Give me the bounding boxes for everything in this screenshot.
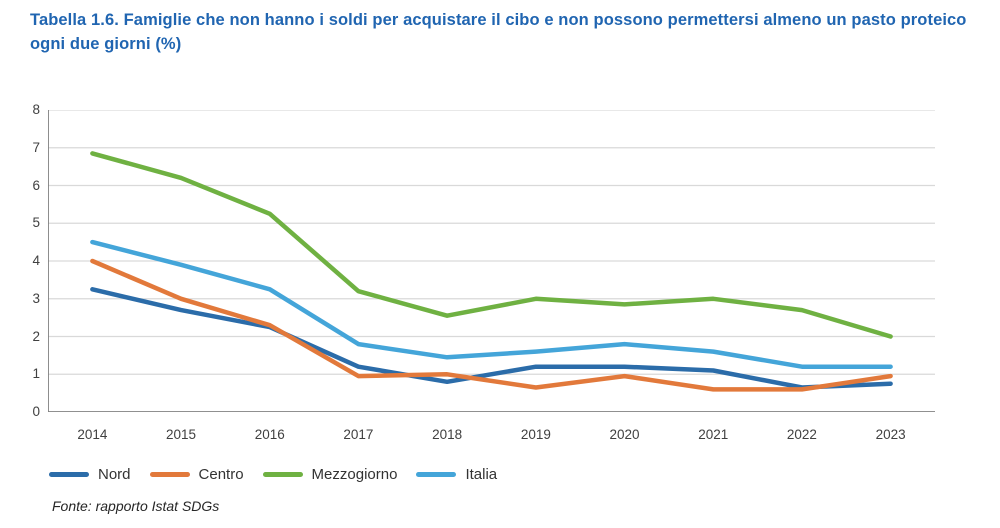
y-tick-label: 6: [32, 177, 40, 193]
y-tick-label: 2: [32, 328, 40, 344]
series-line-italia: [90, 239, 893, 369]
source-note: Fonte: rapporto Istat SDGs: [52, 498, 220, 514]
x-tick-label: 2023: [875, 427, 906, 442]
x-tick-label: 2014: [77, 427, 108, 442]
legend-label: Italia: [465, 466, 498, 483]
x-tick-label: 2021: [698, 427, 729, 442]
legend: Nord Centro Mezzogiorno Italia: [49, 466, 497, 483]
legend-swatch-mezzogiorno: [262, 472, 303, 477]
series-line-mezzogiorno: [90, 151, 893, 339]
x-tick-label: 2022: [786, 427, 817, 442]
series-line-centro: [90, 258, 893, 392]
x-tick-label: 2020: [609, 427, 640, 442]
legend-swatch-italia: [416, 472, 457, 477]
y-tick-label: 5: [32, 215, 40, 231]
legend-item-italia: Italia: [416, 466, 497, 483]
legend-swatch-nord: [49, 472, 89, 477]
y-tick-label: 7: [32, 139, 40, 155]
y-tick-label: 0: [32, 404, 40, 419]
x-tick-label: 2015: [166, 427, 197, 442]
x-tick-label: 2016: [254, 427, 285, 442]
y-tick-label: 4: [32, 253, 40, 268]
x-tick-label: 2017: [343, 427, 374, 442]
legend-label: Mezzogiorno: [311, 466, 398, 483]
y-tick-label: 8: [32, 102, 40, 117]
legend-item-mezzogiorno: Mezzogiorno: [262, 466, 398, 483]
y-tick-label: 3: [32, 290, 40, 306]
legend-label: Centro: [198, 466, 244, 483]
legend-item-centro: Centro: [149, 466, 244, 483]
legend-swatch-centro: [149, 472, 190, 477]
series-line-nord: [90, 287, 893, 390]
chart-title: Tabella 1.6. Famiglie che non hanno i so…: [30, 11, 967, 53]
y-tick-label: 1: [32, 366, 40, 382]
plot-area: [48, 110, 935, 412]
legend-item-nord: Nord: [49, 466, 131, 483]
legend-label: Nord: [98, 466, 131, 483]
x-tick-label: 2019: [520, 427, 551, 442]
x-tick-label: 2018: [432, 427, 463, 442]
